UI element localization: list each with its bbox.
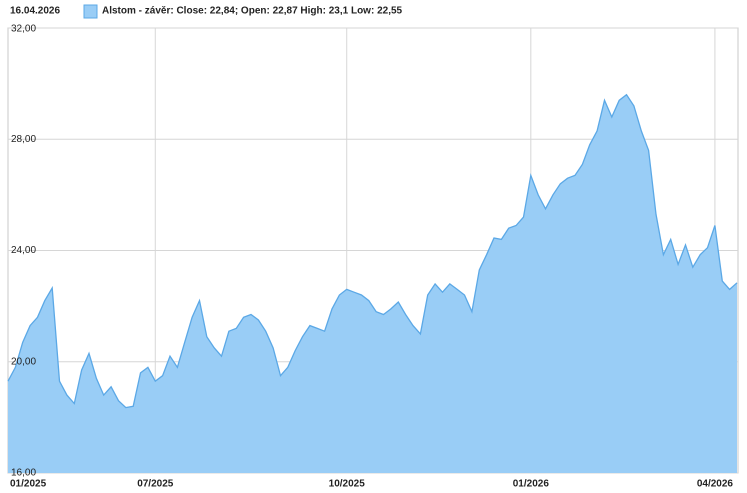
date-label: 16.04.2026 (10, 6, 60, 17)
x-tick-label: 04/2026 (697, 479, 734, 490)
y-tick-label: 16,00 (11, 468, 36, 479)
x-tick-label: 07/2025 (137, 479, 174, 490)
x-tick-label: 01/2025 (10, 479, 47, 490)
area (8, 94, 737, 473)
line (7, 93, 738, 409)
legend-label: Alstom - závěr: Close: 22,84; Open: 22,8… (102, 6, 403, 17)
x-tick-label: 01/2026 (513, 479, 550, 490)
y-tick-label: 20,00 (11, 356, 36, 367)
legend-swatch (83, 4, 98, 19)
x-tick-label: 10/2025 (329, 479, 366, 490)
y-tick-label: 28,00 (11, 134, 36, 145)
y-tick-label: 24,00 (11, 245, 36, 256)
y-tick-label: 32,00 (11, 24, 36, 35)
